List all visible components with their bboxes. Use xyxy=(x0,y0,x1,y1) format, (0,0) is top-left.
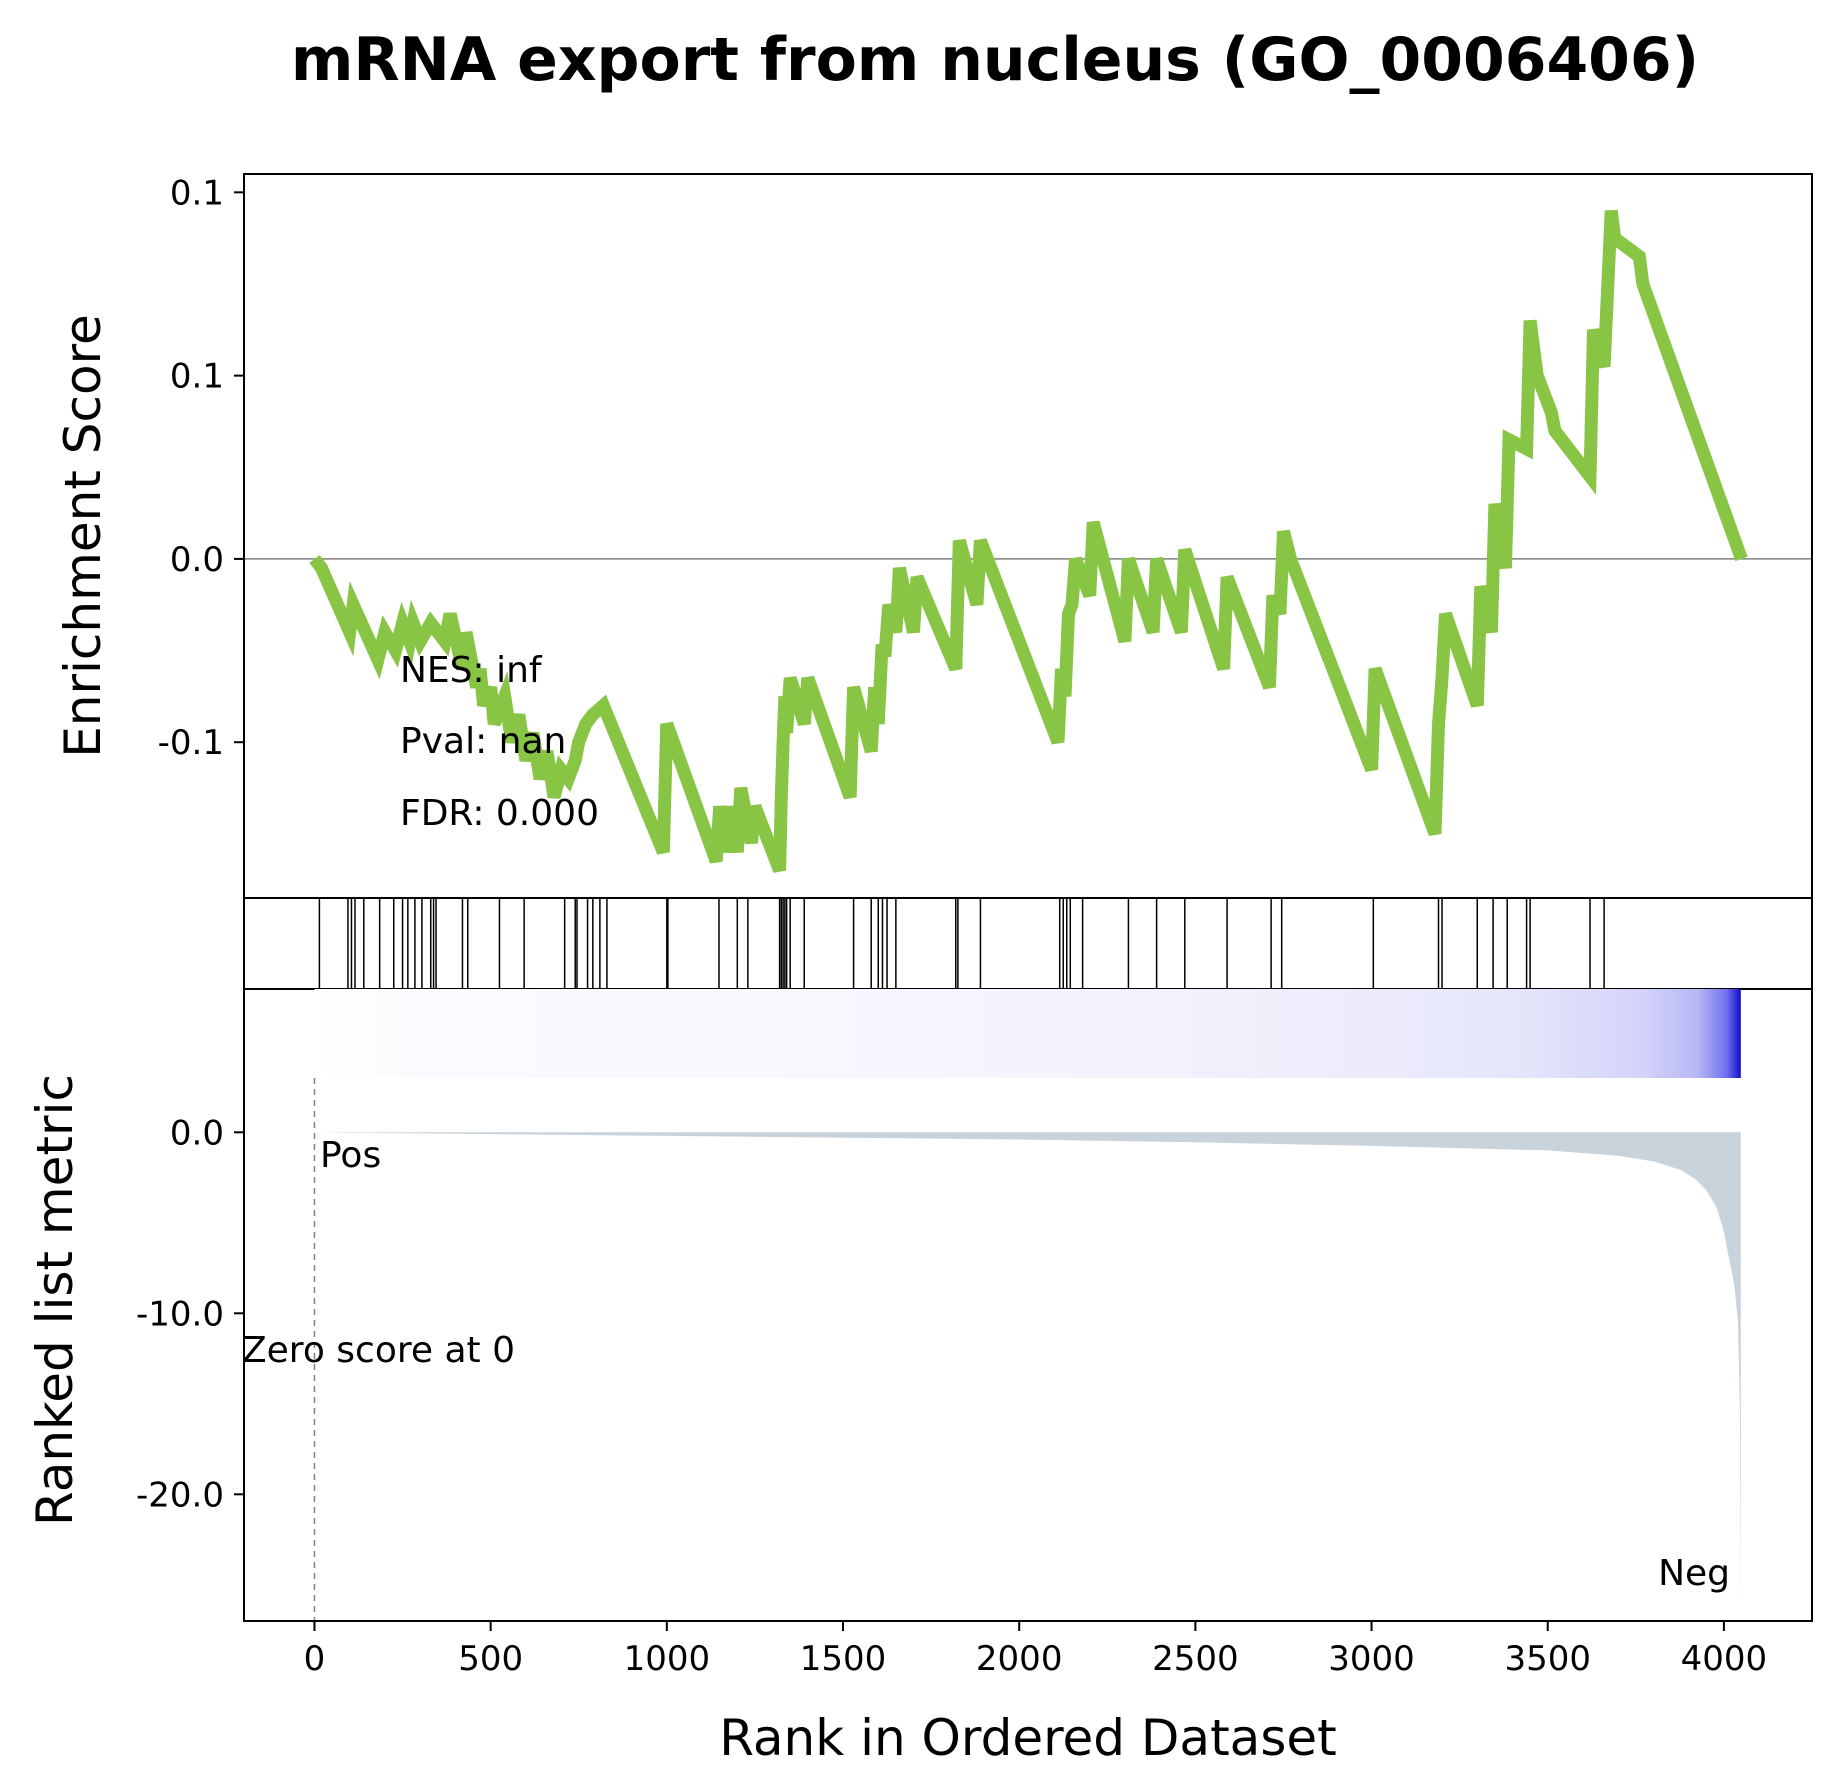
fdr-annotation: FDR: 0.000 xyxy=(400,793,599,834)
enrichment-score-line xyxy=(309,209,1748,873)
neg-label: Neg xyxy=(1658,1553,1730,1594)
ranked-frame xyxy=(243,989,1813,1622)
x-tick-label: 2000 xyxy=(976,1639,1063,1679)
stats-annotations: NES: inf Pval: nan FDR: 0.000 xyxy=(400,650,599,834)
x-axis: 0 500 1000 1500 2000 2500 3000 3500 4000 xyxy=(304,1621,1768,1679)
zero-score-annotation: Zero score at 0 xyxy=(242,1330,515,1371)
ranked-metric-area xyxy=(314,1132,1741,1603)
ranked-y-label: Ranked list metric xyxy=(26,1074,84,1526)
x-tick-label: 0 xyxy=(304,1639,326,1679)
x-tick-label: 1000 xyxy=(624,1639,711,1679)
ranked-y-tick-label: -10.0 xyxy=(136,1294,224,1334)
x-tick-label: 3000 xyxy=(1328,1639,1415,1679)
hit-markers xyxy=(318,898,1605,989)
pos-label: Pos xyxy=(320,1135,381,1176)
enrichment-y-axis: 0.1 0.1 0.0 -0.1 xyxy=(158,173,244,763)
x-tick-label: 1500 xyxy=(800,1639,887,1679)
ranked-y-axis: 0.0 -10.0 -20.0 xyxy=(136,1113,244,1515)
enrichment-y-tick-label: 0.1 xyxy=(170,357,224,397)
enrichment-y-tick-label: 0.1 xyxy=(170,173,224,213)
enrichment-y-tick-label: -0.1 xyxy=(158,723,224,763)
x-tick-label: 2500 xyxy=(1152,1639,1239,1679)
ranked-y-tick-label: 0.0 xyxy=(170,1113,224,1153)
enrichment-y-tick-label: 0.0 xyxy=(170,540,224,580)
x-axis-label: Rank in Ordered Dataset xyxy=(719,1709,1336,1767)
nes-annotation: NES: inf xyxy=(400,650,543,691)
chart-title: mRNA export from nucleus (GO_0006406) xyxy=(291,25,1699,95)
rank-heat-strip xyxy=(314,989,1741,1078)
enrichment-panel: 0.1 0.1 0.0 -0.1 NES: inf Pval: nan FDR: 0.… xyxy=(54,173,1813,899)
ranked-panel: 0.0 -10.0 -20.0 Pos Neg Zero score at 0 Ra… xyxy=(26,989,1813,1622)
hits-panel xyxy=(243,897,1813,990)
x-tick-label: 3500 xyxy=(1504,1639,1591,1679)
enrichment-y-label: Enrichment Score xyxy=(54,314,112,758)
hits-frame xyxy=(243,897,1813,990)
x-tick-label: 500 xyxy=(458,1639,523,1679)
ranked-y-tick-label: -20.0 xyxy=(136,1475,224,1515)
enrichment-frame xyxy=(243,173,1813,899)
x-tick-label: 4000 xyxy=(1681,1639,1768,1679)
pval-annotation: Pval: nan xyxy=(400,721,566,762)
